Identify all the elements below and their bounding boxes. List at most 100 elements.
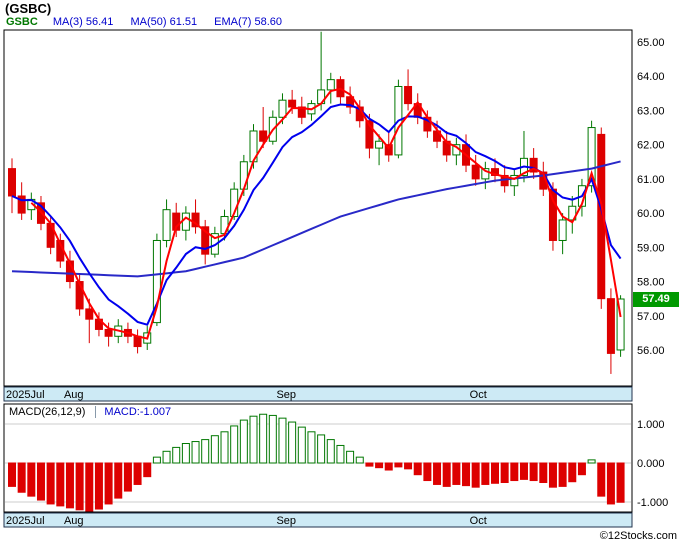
macd-legend: MACD(26,12,9) MACD:-1.007: [9, 406, 172, 418]
macd-bar: [355, 456, 364, 464]
macd-bar: [297, 426, 306, 464]
ma50-legend: MA(50) 61.51: [130, 16, 197, 28]
ma3-label: MA(3): [52, 16, 83, 28]
macd-bar: [162, 450, 171, 464]
price-axis-label: 58.00: [637, 277, 665, 289]
x-axis-label: Sep: [276, 389, 296, 401]
date-band: [3, 512, 633, 528]
candle-body: [616, 298, 625, 351]
candle-body: [375, 140, 384, 149]
macd-bar: [94, 462, 103, 510]
candle-body: [8, 168, 16, 197]
macd-bar: [307, 431, 316, 464]
ema7-legend: EMA(7) 58.60: [214, 16, 282, 28]
ticker-symbol: GSBC: [6, 16, 38, 28]
candle-body: [162, 209, 171, 241]
chart-title: (GSBC): [5, 1, 52, 16]
candle-body: [104, 328, 113, 337]
macd-bar: [433, 462, 442, 485]
macd-bar: [529, 462, 538, 482]
price-axis-label: 63.00: [637, 105, 665, 117]
candle-body: [181, 212, 190, 231]
macd-bar: [181, 443, 190, 464]
ema7-line: [11, 103, 622, 326]
macd-bar: [491, 462, 499, 484]
macd-bar: [278, 417, 287, 464]
macd-bar: [548, 462, 557, 488]
candle-body: [548, 188, 557, 241]
macd-axis-label: 0.000: [637, 458, 665, 470]
candle-body: [85, 308, 94, 320]
price-axis-label: 60.00: [637, 208, 665, 220]
price-axis-label: 62.00: [637, 140, 665, 152]
macd-bar: [481, 462, 490, 485]
ma3-value: 56.41: [85, 16, 114, 28]
macd-bar: [36, 462, 45, 501]
macd-bar: [317, 434, 326, 464]
macd-bar: [394, 462, 403, 468]
candle-body: [259, 130, 268, 142]
ema7-value: 58.60: [254, 16, 283, 28]
macd-bar: [143, 462, 152, 478]
price-pane-border: [3, 29, 633, 387]
macd-bar: [220, 431, 229, 464]
price-axis-label: 64.00: [637, 71, 665, 83]
ma3-legend: MA(3) 56.41: [53, 16, 114, 28]
candle-body: [191, 212, 200, 228]
macd-bar: [336, 444, 345, 464]
macd-bar: [404, 462, 413, 470]
x-axis-label: Aug: [64, 515, 84, 527]
macd-bar: [65, 462, 74, 509]
x-axis-label: Sep: [276, 515, 296, 527]
macd-axis-label: -1.000: [637, 497, 668, 509]
x-axis-label: Oct: [470, 515, 487, 527]
macd-bar: [46, 462, 55, 505]
candle-body: [152, 239, 161, 324]
macd-pane-border: [3, 403, 633, 513]
macd-bar: [268, 414, 277, 464]
price-axis-label: 59.00: [637, 242, 665, 254]
price-axis-label: 65.00: [637, 37, 665, 49]
macd-params: MACD(26,12,9): [9, 406, 86, 418]
macd-bar: [210, 435, 219, 464]
candle-body: [297, 106, 306, 118]
last-price-badge: 57.49: [633, 292, 679, 307]
macd-bar: [27, 462, 36, 497]
macd-bar: [123, 462, 132, 492]
candle-body: [568, 205, 577, 221]
candle-body: [529, 157, 538, 173]
macd-bar: [510, 462, 519, 482]
candle-body: [17, 195, 26, 214]
candle-body: [404, 85, 413, 105]
macd-bar: [259, 413, 268, 464]
candle-body: [346, 96, 355, 108]
candle-body: [597, 133, 606, 300]
x-axis-label: Oct: [470, 389, 487, 401]
macd-bar: [423, 462, 432, 482]
candle-body: [326, 79, 335, 91]
macd-bar: [8, 462, 16, 487]
macd-bar: [539, 462, 548, 483]
candle-body: [510, 174, 519, 187]
macd-bar: [577, 462, 586, 476]
x-axis-label: Aug: [64, 389, 84, 401]
candle-body: [201, 226, 210, 255]
price-pane: [4, 30, 632, 386]
macd-bar: [462, 462, 471, 487]
macd-bar: [114, 462, 123, 499]
candle-body: [481, 168, 490, 180]
macd-bar: [326, 439, 335, 464]
macd-bar: [230, 425, 239, 464]
macd-bar: [442, 462, 451, 487]
candle-body: [384, 144, 393, 156]
ema7-label: EMA(7): [214, 16, 252, 28]
macd-bar: [384, 462, 393, 471]
macd-bar: [133, 462, 142, 485]
macd-bar: [413, 462, 422, 476]
indicator-legend: GSBC MA(3) 56.41 MA(50) 61.51 EMA(7) 58.…: [6, 16, 296, 28]
macd-bar: [288, 421, 297, 464]
x-axis-label: 2025Jul: [6, 515, 45, 527]
macd-bar: [17, 462, 26, 493]
